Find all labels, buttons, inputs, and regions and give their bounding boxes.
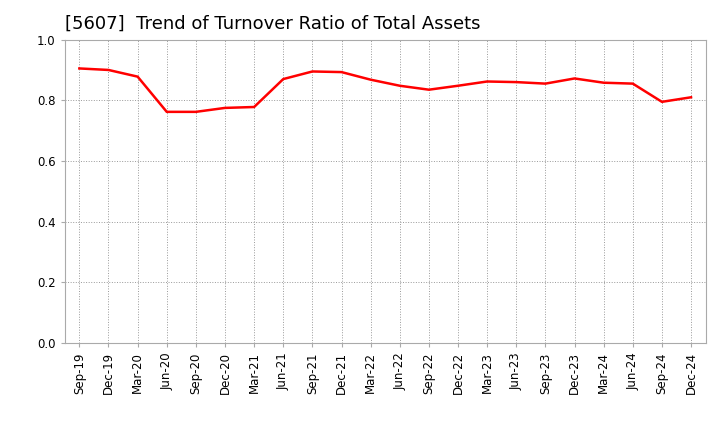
Text: [5607]  Trend of Turnover Ratio of Total Assets: [5607] Trend of Turnover Ratio of Total … (65, 15, 480, 33)
